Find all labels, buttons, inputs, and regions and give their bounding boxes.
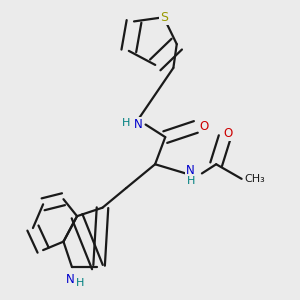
Text: CH₃: CH₃ (244, 174, 265, 184)
Text: N: N (66, 274, 75, 286)
Text: O: O (224, 127, 233, 140)
Text: O: O (200, 120, 209, 133)
Text: N: N (134, 118, 142, 131)
Text: H: H (76, 278, 85, 288)
Text: N: N (186, 164, 195, 177)
Text: H: H (122, 118, 130, 128)
Text: H: H (187, 176, 195, 185)
Text: S: S (160, 11, 168, 24)
